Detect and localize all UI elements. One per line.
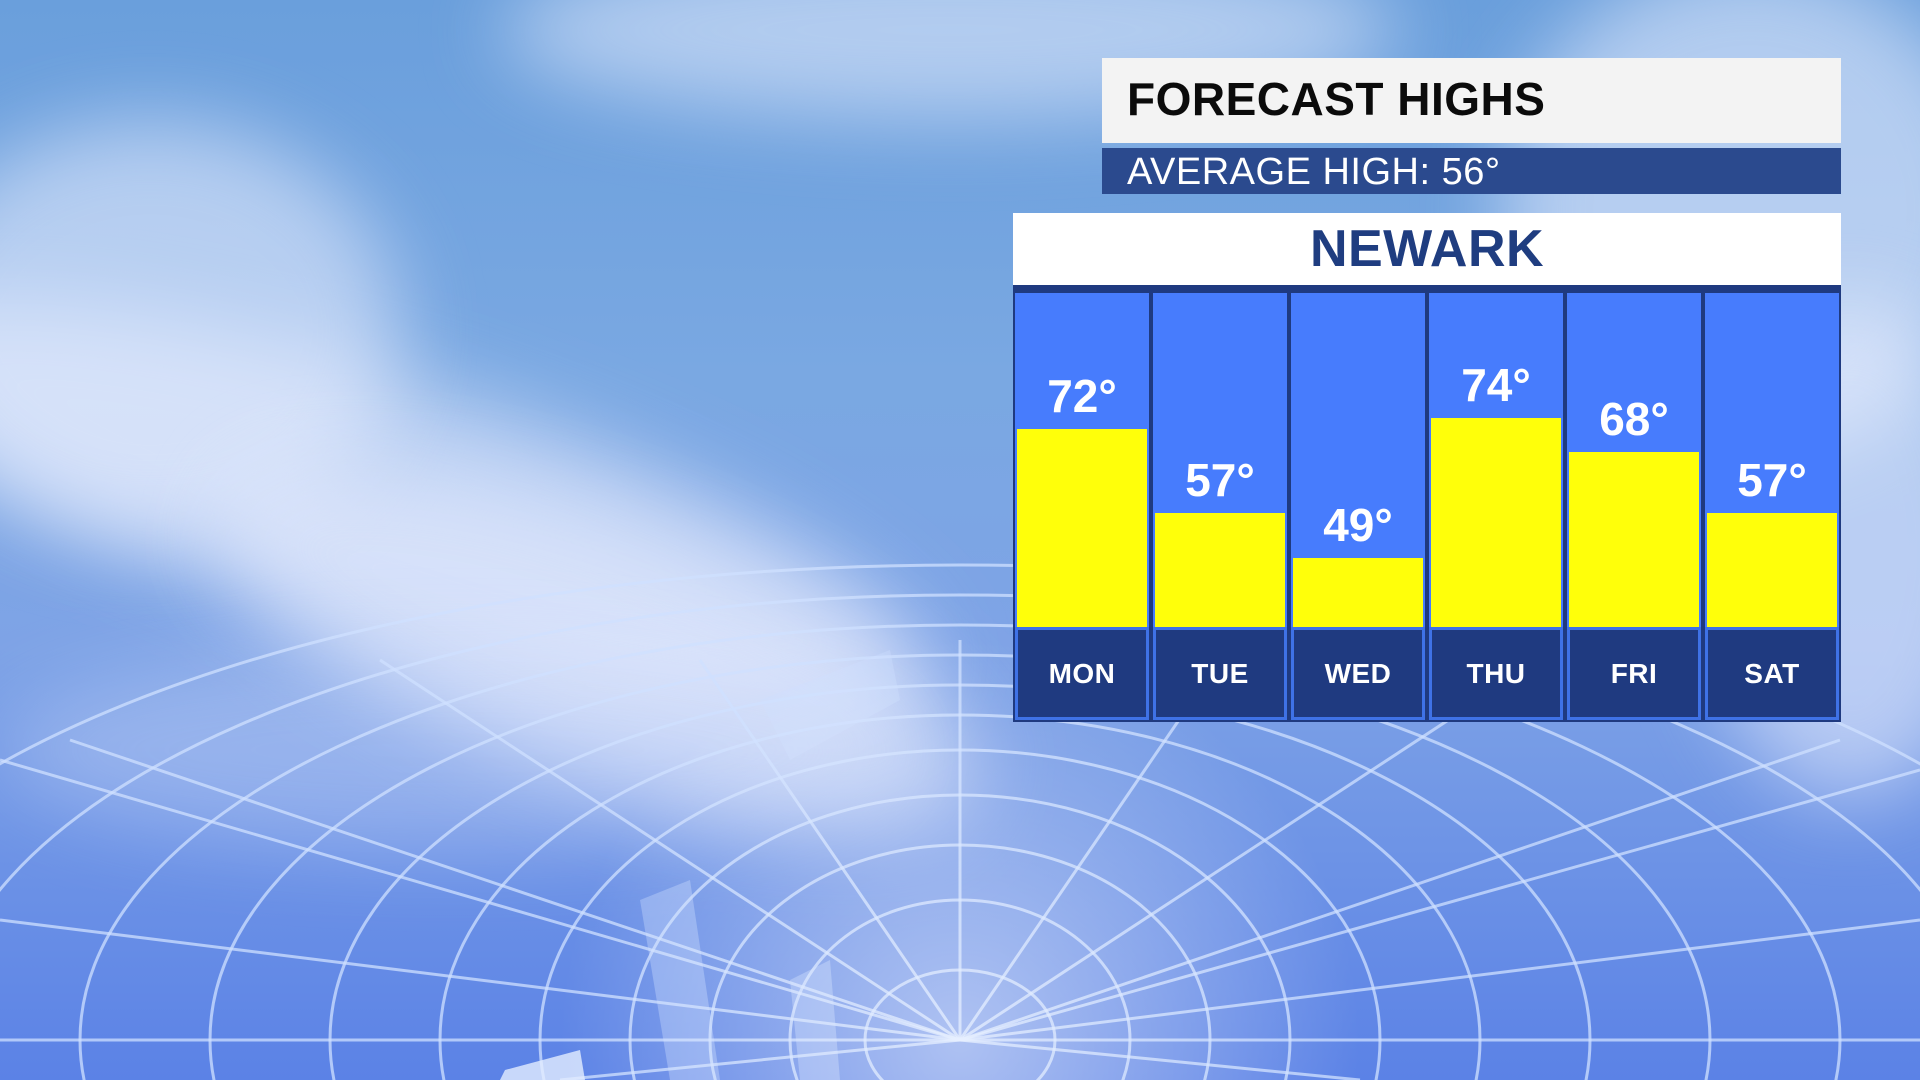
forecast-panel: NEWARK 72° MON 57° TUE 49° WED 74° THU 6…	[1013, 213, 1841, 722]
temp-label: 49°	[1323, 499, 1393, 551]
day-label: TUE	[1191, 657, 1249, 689]
day-column-sat: 57° SAT	[1705, 293, 1839, 720]
average-high-bar: AVERAGE HIGH: 56°	[1102, 148, 1841, 194]
average-high-value: 56°	[1441, 151, 1501, 193]
day-column-thu: 74° THU	[1429, 293, 1563, 720]
page-title: FORECAST HIGHS	[1127, 73, 1546, 125]
forecast-columns: 72° MON 57° TUE 49° WED 74° THU 68° FRI …	[1015, 293, 1839, 720]
day-column-mon: 72° MON	[1015, 293, 1149, 720]
day-box: FRI	[1567, 627, 1701, 720]
day-box: TUE	[1153, 627, 1287, 720]
day-column-tue: 57° TUE	[1153, 293, 1287, 720]
temp-bar	[1707, 513, 1837, 627]
average-high-text: AVERAGE HIGH: 56°	[1127, 151, 1501, 194]
temp-bar	[1017, 429, 1147, 627]
temp-label: 57°	[1185, 454, 1255, 506]
day-column-wed: 49° WED	[1291, 293, 1425, 720]
day-column-fri: 68° FRI	[1567, 293, 1701, 720]
panel-header: NEWARK	[1013, 213, 1841, 285]
day-label: MON	[1048, 657, 1116, 689]
day-label: THU	[1466, 657, 1526, 689]
temp-label: 57°	[1737, 454, 1807, 506]
temp-bar	[1569, 452, 1699, 627]
day-box: SAT	[1705, 627, 1839, 720]
temp-label: 74°	[1461, 359, 1531, 411]
temp-bar	[1431, 418, 1561, 627]
day-box: THU	[1429, 627, 1563, 720]
temp-bar	[1155, 513, 1285, 627]
temp-label: 72°	[1047, 370, 1117, 422]
average-high-label: AVERAGE HIGH:	[1127, 151, 1431, 193]
day-label: SAT	[1744, 657, 1800, 689]
temp-label: 68°	[1599, 393, 1669, 445]
day-box: MON	[1015, 627, 1149, 720]
day-box: WED	[1291, 627, 1425, 720]
day-label: FRI	[1610, 657, 1658, 689]
temp-bar	[1293, 558, 1423, 627]
city-name: NEWARK	[1309, 220, 1545, 278]
title-box: FORECAST HIGHS	[1102, 58, 1841, 143]
day-label: WED	[1324, 657, 1392, 689]
